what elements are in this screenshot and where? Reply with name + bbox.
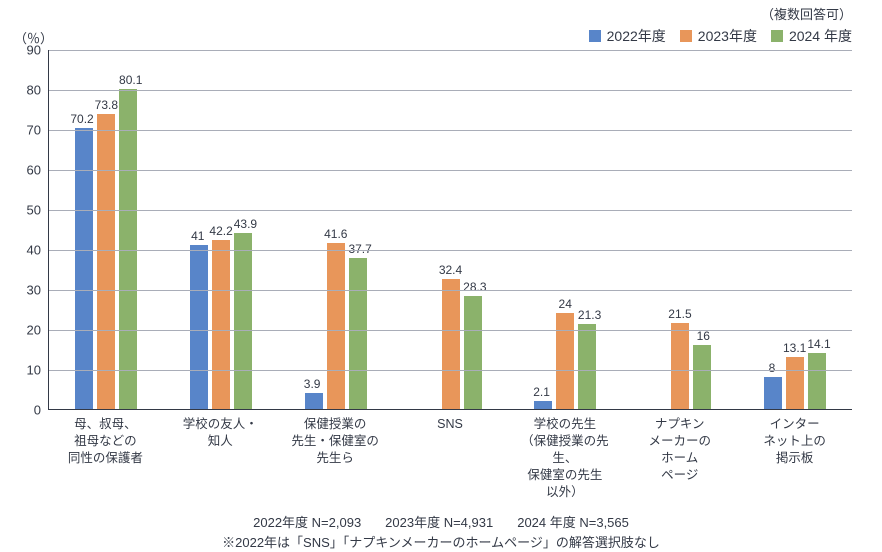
legend-swatch [680,30,692,42]
y-tick-label: 20 [27,323,49,338]
legend-label: 2024 年度 [789,26,852,46]
bar-group: 813.114.1 [737,50,852,409]
bar-value-label: 21.3 [578,308,601,324]
bar-value-label: 24 [559,297,572,313]
x-tick-label: 母、叔母、祖母などの同性の保護者 [48,412,163,500]
legend-label: 2023年度 [698,26,757,46]
y-tick-label: 60 [27,163,49,178]
legend: 2022年度 2023年度 2024 年度 [589,26,852,46]
bar: 8 [764,377,782,409]
bar: 21.3 [578,324,596,409]
x-tick-label: 保健授業の先生・保健室の先生ら [278,412,393,500]
gridline [49,250,852,251]
bar-value-label: 13.1 [783,341,806,357]
bar: 42.2 [212,240,230,409]
legend-label: 2022年度 [607,26,666,46]
footnote-sample-sizes: 2022年度 N=2,093 2023年度 N=4,931 2024 年度 N=3,… [0,512,882,531]
sample-size: 2024 年度 N=3,565 [517,512,629,531]
bar-value-label: 21.5 [668,307,691,323]
bar-value-label: 16 [697,329,710,345]
bar: 2.1 [534,401,552,409]
y-tick-label: 80 [27,83,49,98]
bar-group: 70.273.880.1 [49,50,164,409]
sample-size: 2022年度 N=2,093 [253,512,361,531]
bar-value-label: 70.2 [70,112,93,128]
bar-value-label: 43.9 [234,217,257,233]
bar: 3.9 [305,393,323,409]
bar-value-label: 41 [191,229,204,245]
gridline [49,50,852,51]
bar-value-label: 41.6 [324,227,347,243]
bar: 28.3 [464,296,482,409]
gridline [49,330,852,331]
x-tick-label: 学校の先生（保健授業の先生、保健室の先生以外） [507,412,622,500]
bar-value-label: 14.1 [807,337,830,353]
y-tick-label: 90 [27,43,49,58]
x-tick-label: 学校の友人・知人 [163,412,278,500]
bar-group: 21.516 [623,50,738,409]
gridline [49,90,852,91]
gridline [49,130,852,131]
bar-group: 32.428.3 [393,50,508,409]
bar-group: 4142.243.9 [164,50,279,409]
legend-item: 2024 年度 [771,26,852,46]
y-tick-label: 50 [27,203,49,218]
chart-plot-area: 70.273.880.14142.243.93.941.637.732.428.… [48,50,852,410]
legend-item: 2022年度 [589,26,666,46]
legend-swatch [589,30,601,42]
legend-item: 2023年度 [680,26,757,46]
bar-value-label: 2.1 [533,385,550,401]
gridline [49,370,852,371]
bar: 21.5 [671,323,689,409]
gridline [49,290,852,291]
note-multiple-answers: （複数回答可） [761,4,852,23]
bar-value-label: 73.8 [95,98,118,114]
y-tick-label: 70 [27,123,49,138]
bar-value-label: 42.2 [209,224,232,240]
x-axis-labels: 母、叔母、祖母などの同性の保護者学校の友人・知人保健授業の先生・保健室の先生らS… [48,412,852,500]
bar: 73.8 [97,114,115,409]
gridline [49,210,852,211]
bar-value-label: 8 [769,361,776,377]
y-tick-label: 0 [34,403,49,418]
bar: 37.7 [349,258,367,409]
y-tick-label: 10 [27,363,49,378]
footnote-extra: ※2022年は「SNS」「ナプキンメーカーのホームページ」の解答選択肢なし [0,532,882,551]
sample-size: 2023年度 N=4,931 [385,512,493,531]
x-tick-label: SNS [393,412,508,500]
bar-value-label: 3.9 [304,377,321,393]
y-tick-label: 30 [27,283,49,298]
y-tick-label: 40 [27,243,49,258]
bar: 24 [556,313,574,409]
bar: 32.4 [442,279,460,409]
bar-group: 2.12421.3 [508,50,623,409]
x-tick-label: インターネット上の掲示板 [737,412,852,500]
bar: 13.1 [786,357,804,409]
bar: 80.1 [119,89,137,409]
bar: 16 [693,345,711,409]
bar: 14.1 [808,353,826,409]
bar: 41 [190,245,208,409]
bar-value-label: 80.1 [119,73,142,89]
bar-value-label: 32.4 [439,263,462,279]
legend-swatch [771,30,783,42]
bar-group: 3.941.637.7 [278,50,393,409]
x-tick-label: ナプキンメーカーのホームページ [622,412,737,500]
bar: 41.6 [327,243,345,409]
bar-value-label: 28.3 [463,280,486,296]
bar: 43.9 [234,233,252,409]
gridline [49,170,852,171]
